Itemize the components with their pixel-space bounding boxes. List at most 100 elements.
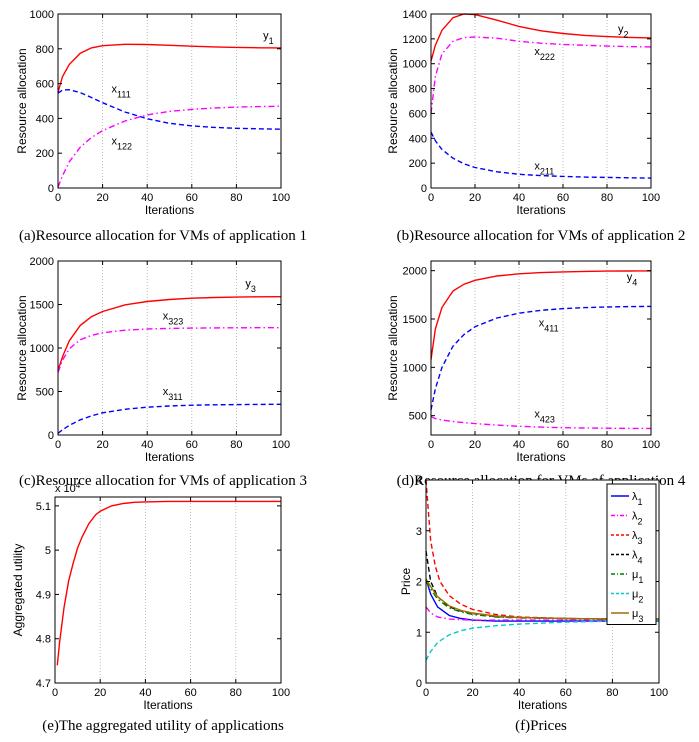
series-annotation-x111: x111 [112, 83, 131, 99]
series-line-λ2 [425, 606, 659, 621]
y-exponent-label: x 104 [55, 481, 81, 496]
y-tick-label: 4.9 [36, 589, 51, 601]
y-tick-label: 5.1 [36, 501, 51, 513]
series-line-μ1 [425, 581, 659, 620]
x-tick-label: 20 [466, 687, 478, 699]
series-line-x111 [57, 88, 282, 130]
y-tick-label: 2000 [403, 266, 427, 278]
series-annotation-x211: x211 [534, 160, 554, 176]
y-tick-label: 800 [409, 84, 427, 96]
chart-panel-1: 0 20 40 60 80 10002004006008001000IterationsR… [15, 9, 307, 244]
series-line-x423 [430, 415, 652, 430]
legend-label-λ3: λ3 [632, 530, 643, 546]
x-tick-label: 80 [230, 192, 242, 204]
series-annotation-x423: x423 [534, 409, 555, 425]
x-tick-label: 20 [469, 192, 481, 204]
panel-caption: (b)Resource allocation for VMs of applic… [397, 228, 686, 244]
panel-caption: (a)Resource allocation for VMs of applic… [19, 228, 307, 244]
series-line-x222 [430, 36, 652, 114]
x-tick-label: 80 [230, 439, 242, 451]
y-axis-label: Resource allocation [386, 295, 400, 400]
x-tick-label: 80 [601, 439, 613, 451]
chart-panel-4: 0 20 40 60 80 100 500 1000 1500 2000 Iterations Res… [386, 260, 686, 489]
x-tick-label: 0 [423, 687, 429, 699]
y-tick-label: 4 [416, 475, 422, 487]
y-tick-label: 4.7 [36, 678, 51, 690]
y-tick-label: 400 [409, 133, 427, 145]
y-axis-label: Resource allocation [386, 48, 400, 153]
panel-caption: (c)Resource allocation for VMs of applic… [19, 473, 307, 489]
x-tick-label: 40 [513, 192, 525, 204]
x-tick-label: 100 [642, 439, 660, 451]
x-tick-label: 0 [428, 439, 434, 451]
axes-frame [54, 496, 282, 684]
axes-frame [430, 260, 652, 436]
y-tick-label: 1 [416, 627, 422, 639]
x-tick-label: 40 [141, 439, 153, 451]
series-line-μ3 [425, 578, 659, 620]
y-tick-label: 1000 [30, 9, 54, 21]
y-tick-label: 4.8 [36, 634, 51, 646]
y-tick-label: 0 [421, 183, 427, 195]
series-annotation-y1: y1 [263, 30, 274, 46]
series-annotation-x222: x222 [534, 46, 555, 62]
x-tick-label: 20 [469, 439, 481, 451]
plot-area [431, 261, 651, 435]
y-tick-label: 500 [36, 387, 54, 399]
x-tick-label: 0 [55, 439, 61, 451]
x-tick-label: 0 [52, 687, 58, 699]
series-annotation-y2: y2 [618, 24, 629, 40]
chart-panel-6: 0 20 40 60 80 100 0 1 2 3 4 Iterations Price λ1 λ2 λ3 λ4… [399, 475, 668, 734]
series-line-y3 [57, 296, 282, 371]
x-tick-label: 80 [601, 192, 613, 204]
y-tick-label: 2 [416, 577, 422, 589]
x-tick-label: 100 [272, 192, 290, 204]
legend-label-λ2: λ2 [632, 511, 643, 527]
y-tick-label: 1500 [403, 314, 427, 326]
x-tick-label: 20 [96, 192, 108, 204]
y-tick-label: 0 [416, 678, 422, 690]
x-tick-label: 40 [139, 687, 151, 699]
x-tick-label: 40 [513, 439, 525, 451]
y-tick-label: 600 [36, 79, 54, 91]
x-tick-label: 100 [272, 439, 290, 451]
x-tick-label: 60 [186, 439, 198, 451]
y-tick-label: 2000 [30, 256, 54, 268]
x-axis-label: Iterations [145, 203, 194, 217]
x-tick-label: 80 [606, 687, 618, 699]
axes-frame [57, 13, 282, 189]
plot-area [431, 14, 651, 188]
axes-frame [430, 13, 652, 189]
series-line-x411 [430, 305, 652, 411]
y-tick-label: 200 [36, 148, 54, 160]
x-axis-label: Iterations [145, 450, 194, 464]
y-tick-label: 1200 [403, 34, 427, 46]
chart-panel-3: 0 20 40 60 80 1000500100015002000IterationsRe… [15, 256, 307, 489]
y-axis-label: Aggregated utility [11, 544, 25, 637]
plot-area [55, 497, 281, 683]
x-tick-label: 60 [557, 439, 569, 451]
x-tick-label: 100 [650, 687, 668, 699]
y-tick-label: 800 [36, 44, 54, 56]
y-tick-label: 200 [409, 158, 427, 170]
x-tick-label: 60 [184, 687, 196, 699]
x-tick-label: 40 [513, 687, 525, 699]
y-tick-label: 1000 [403, 59, 427, 71]
y-axis-label: Resource allocation [15, 295, 29, 400]
x-axis-label: Iterations [143, 698, 192, 712]
y-tick-label: 1000 [30, 343, 54, 355]
y-axis-label: Resource allocation [15, 48, 29, 153]
series-line-x211 [430, 131, 652, 179]
x-tick-label: 60 [560, 687, 572, 699]
y-tick-label: 500 [409, 411, 427, 423]
x-tick-label: 20 [96, 439, 108, 451]
x-axis-label: Iterations [516, 203, 565, 217]
series-line-y1 [57, 43, 282, 93]
y-axis-label: Price [399, 568, 413, 596]
series-annotation-x122: x122 [112, 136, 133, 152]
series-line-y4 [430, 270, 652, 360]
series-line-y2 [430, 13, 652, 62]
y-tick-label: 3 [416, 526, 422, 538]
x-tick-label: 0 [428, 192, 434, 204]
x-tick-label: 20 [94, 687, 106, 699]
